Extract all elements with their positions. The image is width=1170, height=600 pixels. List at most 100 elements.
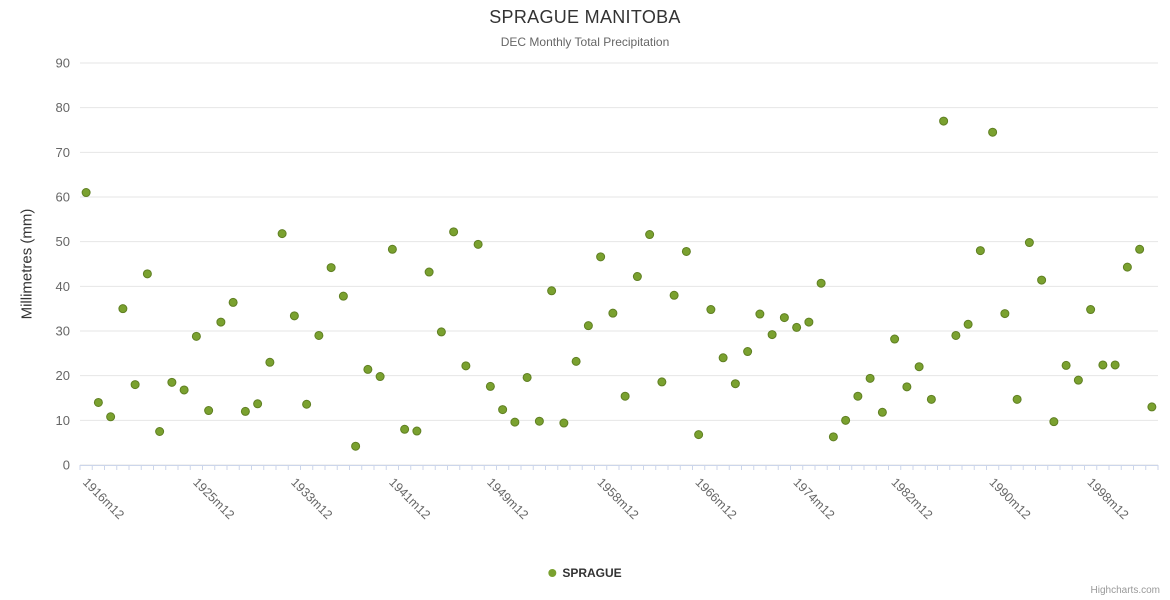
data-point-1947m12[interactable] bbox=[461, 361, 471, 371]
data-point-1993m12[interactable] bbox=[1024, 238, 1034, 248]
data-point-1995m12[interactable] bbox=[1049, 417, 1059, 427]
data-point-1979m12[interactable] bbox=[853, 391, 863, 401]
data-point-1931m12[interactable] bbox=[265, 357, 275, 367]
y-axis-label: 50 bbox=[56, 234, 70, 249]
data-point-1978m12[interactable] bbox=[841, 415, 851, 425]
data-point-1997m12[interactable] bbox=[1073, 375, 1083, 385]
data-point-1959m12[interactable] bbox=[608, 308, 618, 318]
data-point-1962m12[interactable] bbox=[645, 230, 655, 240]
data-point-1990m12[interactable] bbox=[988, 127, 998, 137]
data-point-1996m12[interactable] bbox=[1061, 360, 1071, 370]
data-point-1964m12[interactable] bbox=[669, 290, 679, 300]
data-point-1989m12[interactable] bbox=[975, 246, 985, 256]
x-axis-label: 1958m12 bbox=[595, 475, 642, 522]
data-point-1930m12[interactable] bbox=[253, 399, 263, 409]
data-point-1981m12[interactable] bbox=[877, 407, 887, 417]
data-point-1942m12[interactable] bbox=[400, 424, 410, 434]
data-point-1992m12[interactable] bbox=[1012, 394, 1022, 404]
data-point-1928m12[interactable] bbox=[228, 297, 238, 307]
data-point-1918m12[interactable] bbox=[106, 412, 116, 422]
data-point-1943m12[interactable] bbox=[412, 426, 422, 436]
data-point-1917m12[interactable] bbox=[93, 397, 103, 407]
data-point-1958m12[interactable] bbox=[596, 252, 606, 262]
data-point-1936m12[interactable] bbox=[326, 263, 336, 273]
data-point-1955m12[interactable] bbox=[559, 418, 569, 428]
data-point-1971m12[interactable] bbox=[755, 309, 765, 319]
data-point-1934m12[interactable] bbox=[302, 399, 312, 409]
data-point-1968m12[interactable] bbox=[718, 353, 728, 363]
data-point-2000m12[interactable] bbox=[1110, 360, 1120, 370]
data-point-1935m12[interactable] bbox=[314, 330, 324, 340]
data-point-1925m12[interactable] bbox=[191, 331, 201, 341]
data-point-1940m12[interactable] bbox=[375, 372, 385, 382]
y-axis-title: Millimetres (mm) bbox=[18, 208, 36, 320]
data-point-1965m12[interactable] bbox=[681, 246, 691, 256]
data-point-1937m12[interactable] bbox=[338, 291, 348, 301]
data-point-1960m12[interactable] bbox=[620, 391, 630, 401]
data-point-1939m12[interactable] bbox=[363, 364, 373, 374]
data-point-1946m12[interactable] bbox=[449, 227, 459, 237]
data-point-1976m12[interactable] bbox=[816, 278, 826, 288]
data-point-1970m12[interactable] bbox=[743, 347, 753, 357]
data-point-1927m12[interactable] bbox=[216, 317, 226, 327]
data-point-1938m12[interactable] bbox=[351, 441, 361, 451]
data-point-1963m12[interactable] bbox=[657, 377, 667, 387]
data-point-1949m12[interactable] bbox=[485, 381, 495, 391]
data-point-2003m12[interactable] bbox=[1147, 402, 1157, 412]
data-point-1961m12[interactable] bbox=[632, 272, 642, 282]
x-axis-label: 1949m12 bbox=[484, 475, 531, 522]
data-point-2001m12[interactable] bbox=[1122, 262, 1132, 272]
data-point-1952m12[interactable] bbox=[522, 372, 532, 382]
data-point-1953m12[interactable] bbox=[534, 416, 544, 426]
data-point-2002m12[interactable] bbox=[1135, 244, 1145, 254]
data-point-1921m12[interactable] bbox=[142, 269, 152, 279]
x-axis-label: 1966m12 bbox=[693, 475, 740, 522]
y-axis-label: 80 bbox=[56, 100, 70, 115]
data-point-1980m12[interactable] bbox=[865, 373, 875, 383]
data-point-1957m12[interactable] bbox=[583, 321, 593, 331]
data-point-1988m12[interactable] bbox=[963, 319, 973, 329]
data-point-1974m12[interactable] bbox=[792, 322, 802, 332]
data-point-1973m12[interactable] bbox=[779, 313, 789, 323]
data-point-1969m12[interactable] bbox=[730, 379, 740, 389]
data-point-1984m12[interactable] bbox=[914, 362, 924, 372]
data-point-1972m12[interactable] bbox=[767, 330, 777, 340]
data-point-1986m12[interactable] bbox=[939, 116, 949, 126]
data-point-1948m12[interactable] bbox=[473, 239, 483, 249]
data-point-1954m12[interactable] bbox=[547, 286, 557, 296]
x-axis-label: 1998m12 bbox=[1085, 475, 1132, 522]
legend-item-sprague[interactable]: SPRAGUE bbox=[548, 566, 622, 580]
data-point-1924m12[interactable] bbox=[179, 385, 189, 395]
data-point-1951m12[interactable] bbox=[510, 417, 520, 427]
data-point-1941m12[interactable] bbox=[387, 244, 397, 254]
data-point-1944m12[interactable] bbox=[424, 267, 434, 277]
data-point-1950m12[interactable] bbox=[498, 405, 508, 415]
data-point-1945m12[interactable] bbox=[436, 327, 446, 337]
data-point-1967m12[interactable] bbox=[706, 305, 716, 315]
chart-title: SPRAGUE MANITOBA bbox=[489, 7, 681, 27]
data-point-1987m12[interactable] bbox=[951, 330, 961, 340]
data-point-1919m12[interactable] bbox=[118, 304, 128, 314]
data-point-1929m12[interactable] bbox=[240, 406, 250, 416]
data-point-1994m12[interactable] bbox=[1037, 275, 1047, 285]
data-point-1922m12[interactable] bbox=[155, 427, 165, 436]
data-point-1982m12[interactable] bbox=[890, 334, 900, 344]
data-point-1985m12[interactable] bbox=[926, 394, 936, 404]
data-point-1920m12[interactable] bbox=[130, 380, 140, 390]
data-point-1966m12[interactable] bbox=[694, 430, 704, 440]
data-point-1977m12[interactable] bbox=[828, 432, 838, 442]
data-point-1998m12[interactable] bbox=[1086, 305, 1096, 315]
data-point-1916m12[interactable] bbox=[81, 188, 91, 198]
data-point-1926m12[interactable] bbox=[204, 406, 214, 416]
highcharts-credits-link[interactable]: Highcharts.com bbox=[1090, 585, 1160, 596]
data-point-1933m12[interactable] bbox=[289, 311, 299, 321]
data-point-1923m12[interactable] bbox=[167, 377, 177, 387]
data-point-1932m12[interactable] bbox=[277, 229, 287, 239]
data-point-1975m12[interactable] bbox=[804, 317, 814, 327]
y-axis-label: 10 bbox=[56, 413, 70, 428]
data-point-1983m12[interactable] bbox=[902, 382, 912, 392]
data-point-1991m12[interactable] bbox=[1000, 309, 1010, 319]
data-point-1999m12[interactable] bbox=[1098, 360, 1108, 370]
data-point-1956m12[interactable] bbox=[571, 356, 581, 366]
